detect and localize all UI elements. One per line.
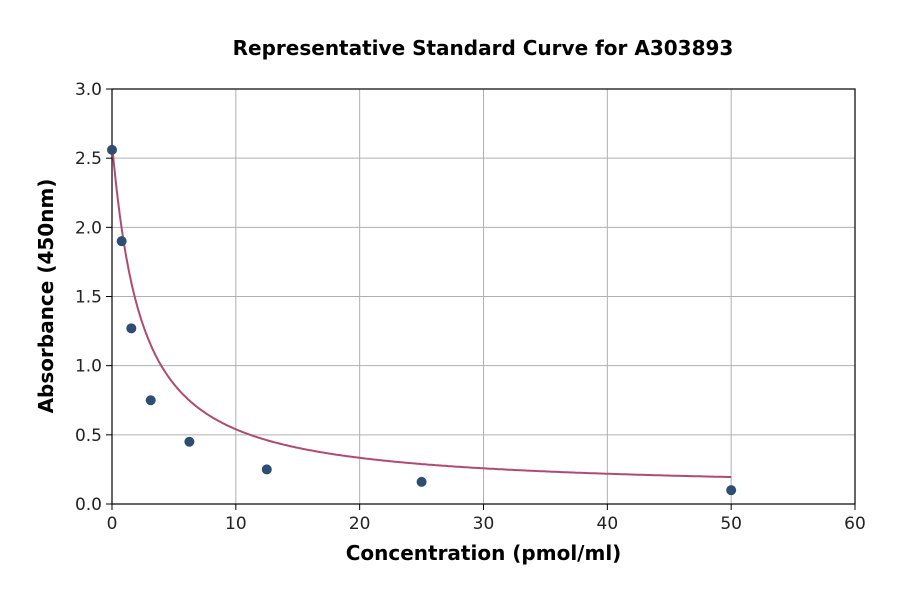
plot-frame: [111, 88, 856, 505]
x-tick-label: 0: [107, 514, 118, 534]
fitted-curve: [111, 144, 732, 478]
y-tick-label: 1.5: [75, 288, 102, 308]
data-point: [261, 464, 272, 475]
y-tick-label: 0.5: [75, 426, 102, 446]
data-point: [726, 485, 737, 496]
y-tick-label: 3.0: [75, 80, 102, 100]
chart-title: Representative Standard Curve for A30389…: [232, 36, 734, 60]
x-tick-label: 40: [597, 514, 619, 534]
data-point: [416, 476, 427, 487]
data-point: [126, 323, 137, 334]
x-tick-label: 50: [720, 514, 742, 534]
y-tick-label: 2.5: [75, 149, 102, 169]
data-point: [116, 236, 127, 247]
y-tick-label: 1.0: [75, 357, 102, 377]
x-tick-label: 60: [844, 514, 866, 534]
data-point: [107, 144, 117, 155]
data-point: [145, 395, 156, 406]
y-tick-label: 2.0: [75, 218, 102, 238]
x-tick-label: 20: [349, 514, 371, 534]
x-tick-label: 30: [473, 514, 495, 534]
x-tick-label: 10: [225, 514, 247, 534]
data-point: [184, 436, 195, 447]
y-tick-label: 0.0: [75, 495, 102, 515]
x-axis-label: Concentration (pmol/ml): [345, 541, 622, 565]
